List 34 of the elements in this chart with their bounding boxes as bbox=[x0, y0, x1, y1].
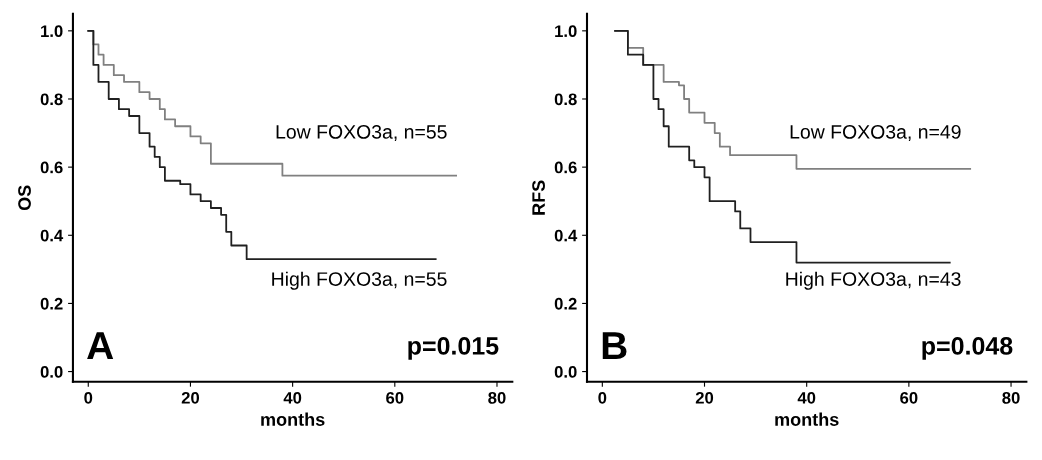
y-tick-label: 0.0 bbox=[554, 365, 577, 378]
y-tick-label: 0.4 bbox=[40, 229, 64, 242]
y-tick-label: 1.0 bbox=[555, 25, 577, 38]
y-tick-label: 0.6 bbox=[40, 161, 63, 174]
x-axis-title: months bbox=[261, 412, 325, 426]
annotation: B bbox=[602, 332, 627, 360]
x-tick-label: 20 bbox=[695, 391, 714, 404]
y-tick-label: 0.2 bbox=[40, 297, 63, 310]
annotation: Low FOXO3a, n=55 bbox=[276, 124, 447, 142]
y-tick-label: 0.8 bbox=[40, 93, 63, 106]
y-tick-label: 1.0 bbox=[41, 25, 63, 38]
y-tick-label: 0.4 bbox=[554, 229, 578, 242]
x-tick-label: 40 bbox=[797, 391, 816, 404]
annotation: High FOXO3a, n=43 bbox=[786, 271, 961, 290]
y-tick-label: 0.0 bbox=[40, 365, 63, 378]
y-axis-title: RFS bbox=[532, 180, 545, 215]
y-tick-label: 0.6 bbox=[554, 161, 577, 174]
x-tick-label: 60 bbox=[386, 391, 404, 404]
y-tick-label: 0.2 bbox=[554, 297, 577, 310]
x-tick-label: 40 bbox=[283, 391, 302, 404]
x-tick-label: 20 bbox=[181, 391, 200, 404]
x-tick-label: 60 bbox=[900, 391, 918, 404]
x-tick-label: 80 bbox=[488, 391, 506, 404]
annotation: p=0.015 bbox=[408, 337, 499, 360]
y-tick-label: 0.8 bbox=[554, 93, 577, 106]
x-tick-label: 0 bbox=[84, 391, 93, 404]
x-axis-title: months bbox=[775, 412, 839, 426]
annotation: A bbox=[87, 332, 114, 360]
x-tick-label: 80 bbox=[1002, 391, 1020, 404]
annotation: p=0.048 bbox=[922, 337, 1013, 360]
x-tick-label: 0 bbox=[598, 391, 607, 404]
annotation: High FOXO3a, n=55 bbox=[272, 271, 447, 290]
y-axis-title: OS bbox=[18, 185, 31, 211]
annotation: Low FOXO3a, n=49 bbox=[790, 124, 961, 142]
